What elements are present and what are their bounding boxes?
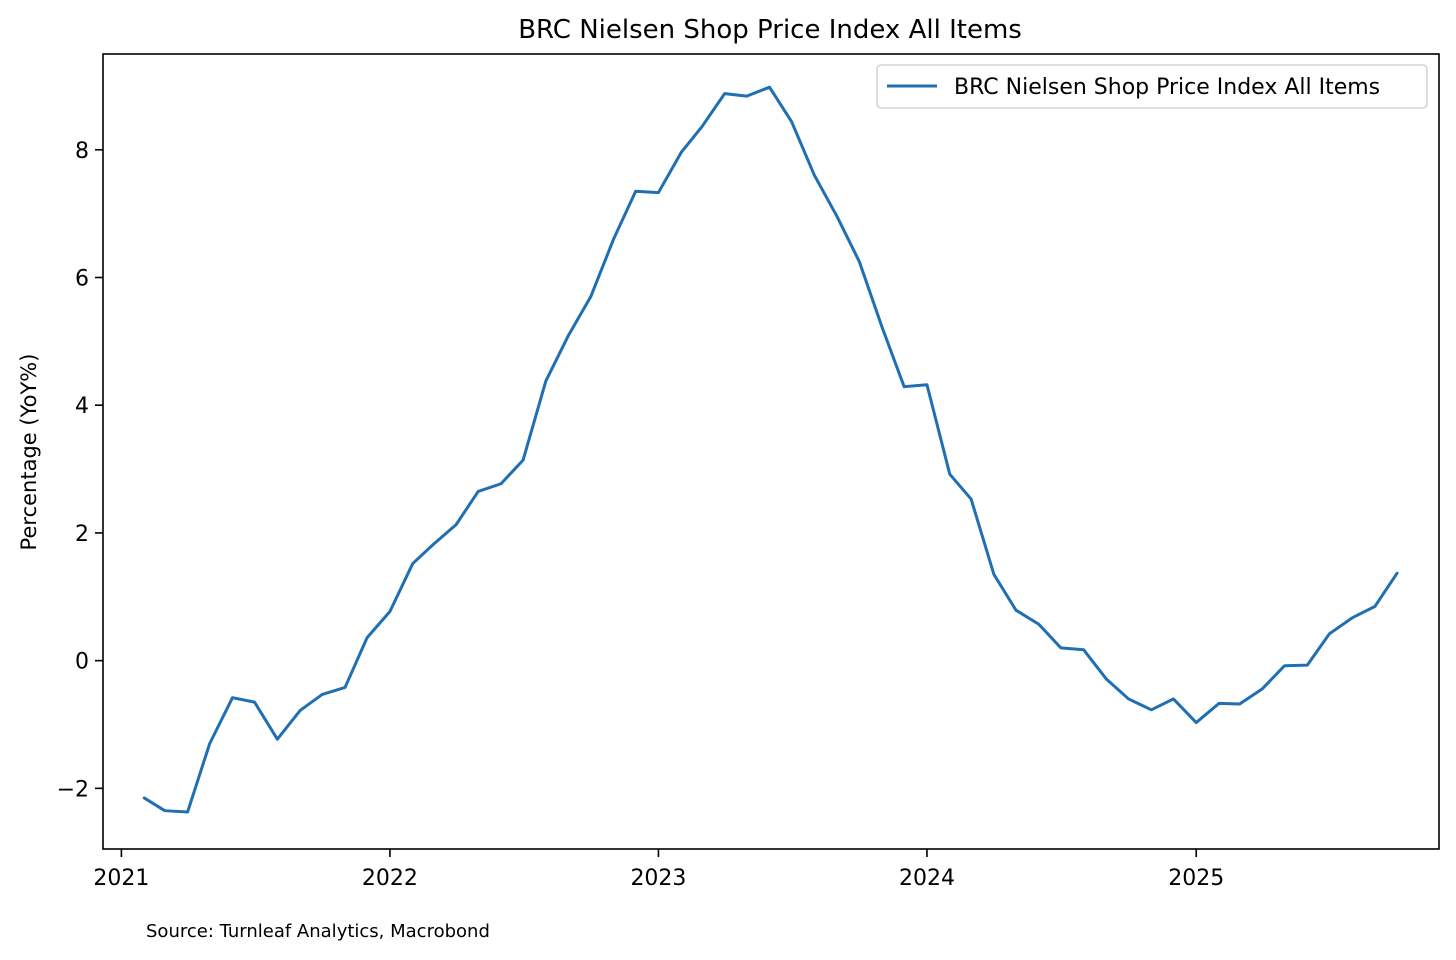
legend: BRC Nielsen Shop Price Index All Items [876,64,1428,109]
y-tick-label: 8 [75,139,89,164]
y-axis: −2 0 2 4 6 8 [57,139,103,802]
x-tick-label: 2025 [1168,866,1224,891]
x-tick-label: 2021 [93,866,149,891]
y-tick-label: 4 [75,394,89,419]
y-tick-label: 2 [75,522,89,547]
plot-area [102,53,1440,850]
y-tick-label: −2 [57,777,89,802]
y-axis-label: Percentage (YoY%) [17,354,41,551]
x-axis: 2021 2022 2023 2024 2025 [93,849,1224,891]
series-line [142,85,1399,814]
x-tick-label: 2024 [899,866,955,891]
x-tick-label: 2022 [362,866,418,891]
source-note: Source: Turnleaf Analytics, Macrobond [146,921,490,942]
legend-label: BRC Nielsen Shop Price Index All Items [954,75,1380,100]
legend-box [876,64,1428,109]
x-tick-label: 2023 [630,866,686,891]
chart-title: BRC Nielsen Shop Price Index All Items [518,15,1022,45]
y-tick-label: 0 [75,650,89,675]
y-tick-label: 6 [75,266,89,291]
